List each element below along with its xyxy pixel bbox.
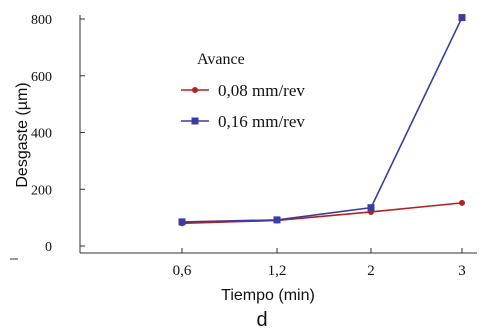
series-layer [178, 14, 466, 227]
data-point [178, 218, 186, 226]
series-line-1 [181, 202, 463, 225]
x-tick-label: 0,6 [173, 263, 192, 279]
y-tick-label: 800 [31, 13, 52, 28]
x-tick-label: 3 [458, 263, 466, 279]
data-point [367, 204, 375, 212]
y-axis-label: Desgaste (µm) [14, 82, 31, 187]
legend-marker [191, 117, 199, 125]
y-tick-label: 400 [31, 127, 52, 142]
series-line-2 [181, 17, 463, 223]
legend: Avance 0,08 mm/rev 0,16 mm/rev [181, 51, 305, 131]
figure-caption: d [256, 309, 267, 331]
data-point [459, 199, 465, 206]
x-tick-label: 1,2 [268, 263, 287, 279]
legend-label: 0,16 mm/rev [218, 112, 305, 131]
legend-title: Avance [197, 51, 245, 68]
y-tick-label: 0 [45, 240, 52, 255]
y-tick-label: 600 [31, 70, 52, 85]
y-ticks: 0 200 400 600 800 [31, 13, 85, 255]
legend-label: 0,08 mm/rev [218, 81, 305, 100]
x-tick-label: 2 [367, 263, 375, 279]
legend-items: 0,08 mm/rev 0,16 mm/rev [181, 81, 305, 131]
data-point [458, 14, 466, 22]
x-ticks: 0,6 1,2 2 3 [173, 248, 466, 279]
legend-marker [192, 87, 198, 93]
data-point [273, 216, 281, 224]
x-axis-label: Tiempo (min) [221, 287, 315, 304]
y-tick-label: 200 [31, 183, 52, 198]
